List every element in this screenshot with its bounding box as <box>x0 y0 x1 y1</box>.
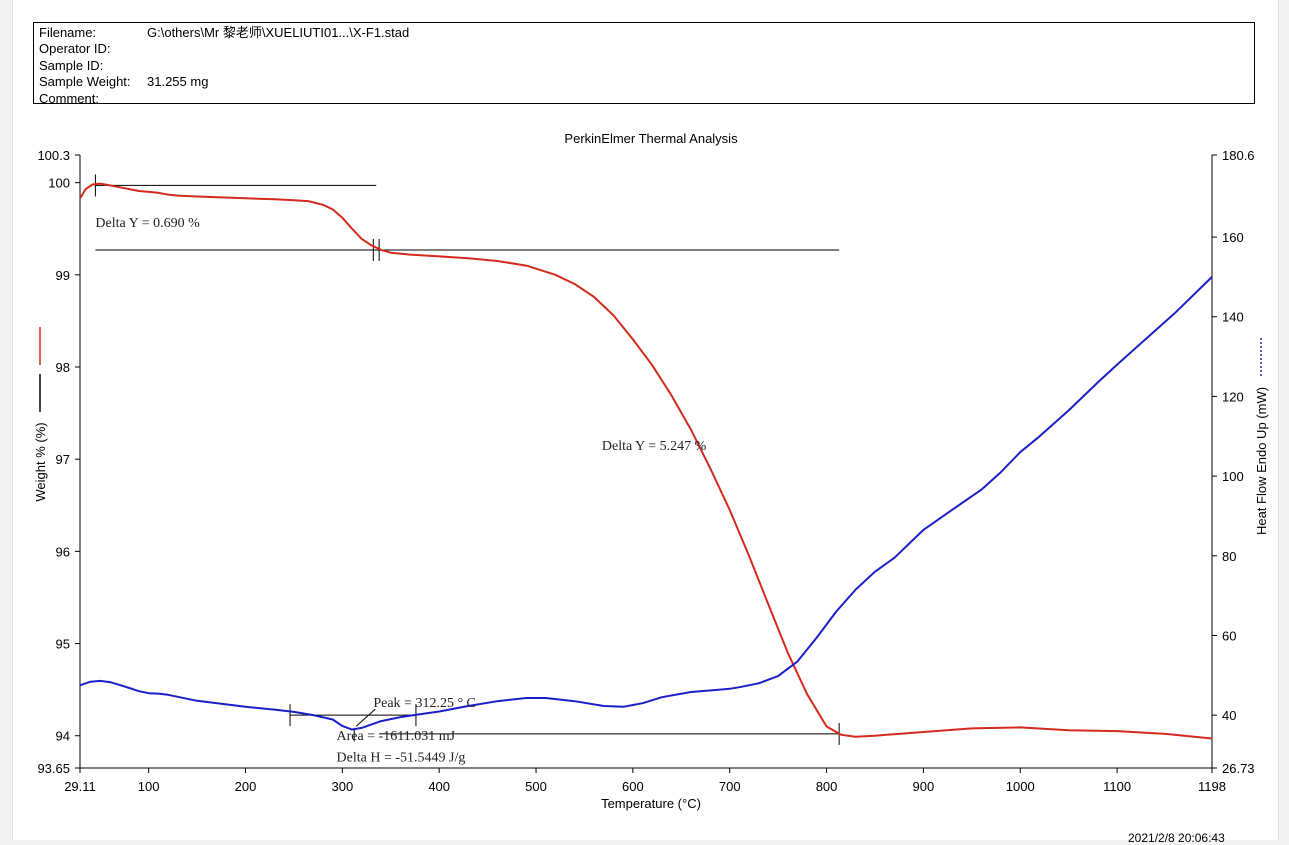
y-right-tick-label: 180.6 <box>1222 148 1255 163</box>
y-right-tick-label: 160 <box>1222 230 1244 245</box>
x-tick-label: 1000 <box>1006 779 1035 794</box>
chart-annotation: Area = -1611.031 mJ <box>337 729 456 744</box>
peak-leader <box>355 708 376 727</box>
y-left-tick-label: 96 <box>56 544 70 559</box>
x-tick-label: 1100 <box>1103 779 1131 794</box>
y-left-tick-label: 94 <box>56 729 70 744</box>
x-tick-label: 400 <box>428 779 450 794</box>
sample-id-label: Sample ID: <box>39 57 104 73</box>
sample-weight-row: Sample Weight: 31.255 mg <box>39 74 1254 90</box>
y-right-tick-label: 40 <box>1222 708 1236 723</box>
x-tick-label: 900 <box>913 779 935 794</box>
chart-title: PerkinElmer Thermal Analysis <box>564 131 738 146</box>
y-left-axis-label: Weight % (%) <box>33 422 48 501</box>
x-tick-label: 29.11 <box>64 779 96 794</box>
x-tick-label: 700 <box>719 779 741 794</box>
x-tick-label: 200 <box>235 779 257 794</box>
y-right-axis-label: Heat Flow Endo Up (mW) <box>1254 387 1269 535</box>
y-left-tick-label: 93.65 <box>37 761 70 776</box>
sample-weight-value: 31.255 mg <box>147 74 209 90</box>
x-tick-label: 500 <box>525 779 547 794</box>
y-right-tick-label: 80 <box>1222 549 1236 564</box>
x-tick-label: 100 <box>138 779 160 794</box>
sample-weight-label: Sample Weight: <box>39 74 131 90</box>
report-page <box>12 0 1279 840</box>
x-tick-label: 600 <box>622 779 644 794</box>
y-left-tick-label: 99 <box>56 268 70 283</box>
comment-label: Comment: <box>39 90 99 106</box>
y-left-tick-label: 100.3 <box>37 148 70 163</box>
y-left-tick-label: 97 <box>56 452 70 467</box>
operator-row: Operator ID: <box>39 41 1254 57</box>
x-tick-label: 800 <box>816 779 838 794</box>
chart-annotation: Delta Y = 5.247 % <box>602 439 707 454</box>
sample-info-box: Filename: G:\others\Mr 黎老师\XUELIUTI01...\… <box>33 22 1255 107</box>
filename-value: G:\others\Mr 黎老师\XUELIUTI01...\X-F1.stad <box>147 25 410 40</box>
x-tick-label: 1198 <box>1198 779 1226 794</box>
weight-series-line <box>79 182 1213 740</box>
sample-id-row: Sample ID: <box>39 58 1254 74</box>
chart-annotation: Delta Y = 0.690 % <box>95 216 200 231</box>
heatflow-series-line <box>79 276 1213 731</box>
y-right-tick-label: 140 <box>1222 310 1244 325</box>
comment-row: Comment: <box>39 91 1254 107</box>
y-left-tick-label: 95 <box>56 637 70 652</box>
y-right-tick-label: 26.73 <box>1222 761 1255 776</box>
print-timestamp: 2021/2/8 20:06:43 <box>1128 831 1225 845</box>
y-left-tick-label: 100 <box>48 176 70 191</box>
y-right-tick-label: 120 <box>1222 389 1244 404</box>
chart-annotation: Peak = 312.25 ° C <box>373 696 476 711</box>
chart-annotation: Delta H = -51.5449 J/g <box>337 750 466 765</box>
y-right-tick-label: 100 <box>1222 469 1244 484</box>
x-tick-label: 300 <box>331 779 353 794</box>
y-right-tick-label: 60 <box>1222 628 1236 643</box>
filename-label: Filename: <box>39 25 97 40</box>
operator-label: Operator ID: <box>39 41 111 57</box>
filename-row: Filename: G:\others\Mr 黎老师\XUELIUTI01...\… <box>39 25 1254 41</box>
y-left-tick-label: 98 <box>56 360 70 375</box>
x-axis-label: Temperature (°C) <box>601 796 701 811</box>
